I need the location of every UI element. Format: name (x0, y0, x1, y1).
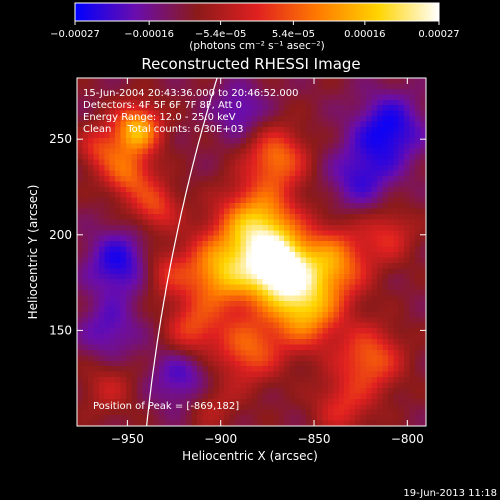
annotation-detectors: Detectors: 4F 5F 6F 7F 8F, Att 0 (83, 100, 242, 111)
x-axis-label: Heliocentric X (arcsec) (182, 449, 318, 463)
colorbar-unit-label: (photons cm⁻² s⁻¹ asec⁻²) (189, 40, 324, 52)
colorbar-tick-label: −0.00027 (50, 29, 100, 40)
colorbar-tick-label: −0.00016 (124, 29, 174, 40)
footer-date: 19-Jun-2013 11:18 (403, 488, 497, 499)
heatmap-image (77, 78, 426, 426)
x-tick-label: −950 (111, 432, 144, 446)
annotation-energy-range: Energy Range: 12.0 - 25.0 keV (83, 112, 236, 123)
x-tick-label: −900 (204, 432, 237, 446)
peak-position-label: Position of Peak = [-869,182] (93, 401, 239, 412)
colorbar-ticks: −0.00027 −0.00016 −5.4e−05 5.4e−05 0.00016 0.… (50, 21, 460, 40)
colorbar (74, 2, 440, 22)
y-tick-label: 250 (49, 132, 72, 146)
y-tick-label: 150 (49, 323, 72, 337)
annotation-clean-counts: Clean Total counts: 6.30E+03 (83, 124, 243, 135)
colorbar-tick-label: 5.4e−05 (272, 29, 315, 40)
colorbar-tick-label: 0.00016 (344, 29, 385, 40)
plot-frame (76, 77, 427, 427)
solar-limb-arc (145, 78, 218, 426)
chart-title: Reconstructed RHESSI Image (141, 55, 360, 73)
y-tick-label: 200 (49, 228, 72, 242)
annotation-time-range: 15-Jun-2004 20:43:36.000 to 20:46:52.000 (83, 88, 299, 99)
colorbar-tick-label: −5.4e−05 (195, 29, 247, 40)
y-axis-label: Heliocentric Y (arcsec) (26, 185, 40, 320)
x-tick-label: −850 (298, 432, 331, 446)
colorbar-tick-label: 0.00027 (418, 29, 459, 40)
x-tick-label: −800 (391, 432, 424, 446)
axis-ticks: −950 −900 −850 −800 150 200 250 (49, 78, 426, 446)
